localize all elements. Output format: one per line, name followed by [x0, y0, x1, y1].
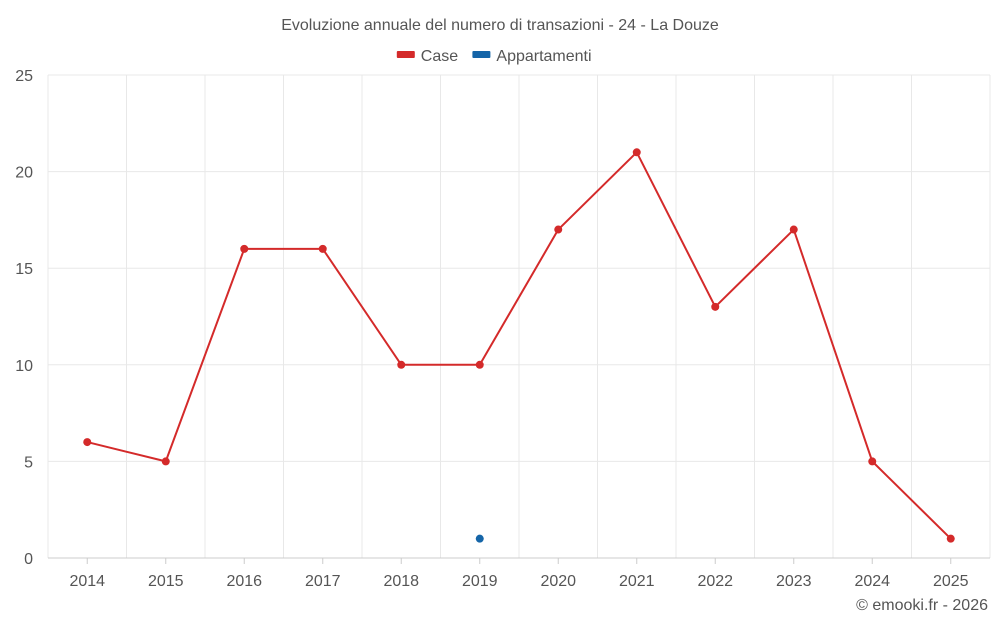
grid-lines [47, 74, 991, 558]
x-tick-label: 2014 [69, 573, 105, 590]
x-tick-label: 2021 [619, 573, 655, 590]
data-point[interactable] [711, 302, 720, 311]
x-tick-label: 2017 [305, 573, 341, 590]
series-case [83, 148, 955, 543]
y-tick-label: 25 [15, 68, 33, 85]
data-point[interactable] [632, 148, 641, 157]
x-tick-label: 2022 [697, 573, 733, 590]
series-appartamenti [475, 534, 484, 543]
legend-item-case[interactable]: Case [396, 48, 458, 65]
y-tick-label: 20 [15, 165, 33, 182]
data-point[interactable] [554, 225, 563, 234]
y-tick-label: 5 [24, 454, 33, 471]
series-layer [83, 148, 955, 543]
x-tick-label: 2015 [148, 573, 184, 590]
x-tick-label: 2024 [854, 573, 890, 590]
credit-text: © emooki.fr - 2026 [856, 597, 988, 614]
legend-item-appartamenti[interactable]: Appartamenti [472, 48, 592, 65]
x-tick-label: 2016 [226, 573, 262, 590]
data-point[interactable] [397, 360, 406, 369]
data-point[interactable] [161, 457, 170, 466]
y-tick-label: 15 [15, 261, 33, 278]
x-tick-label: 2023 [776, 573, 812, 590]
data-point[interactable] [946, 534, 955, 543]
legend-label: Appartamenti [496, 48, 591, 65]
data-point[interactable] [475, 534, 484, 543]
data-point[interactable] [789, 225, 798, 234]
chart-title: Evoluzione annuale del numero di transaz… [281, 17, 719, 34]
data-point[interactable] [318, 244, 327, 253]
y-tick-label: 10 [15, 358, 33, 375]
legend[interactable]: Case Appartamenti [396, 48, 592, 65]
x-tick-label: 2018 [383, 573, 419, 590]
y-tick-label: 0 [24, 551, 33, 568]
series-line [87, 151, 952, 540]
x-tick-label: 2020 [540, 573, 576, 590]
data-point[interactable] [83, 438, 92, 447]
data-point[interactable] [475, 360, 484, 369]
legend-swatch [396, 51, 415, 58]
data-point[interactable] [868, 457, 877, 466]
x-tick-label: 2019 [462, 573, 498, 590]
data-point[interactable] [240, 244, 249, 253]
x-tick-label: 2025 [933, 573, 969, 590]
legend-swatch [472, 51, 491, 58]
legend-label: Case [421, 48, 458, 65]
